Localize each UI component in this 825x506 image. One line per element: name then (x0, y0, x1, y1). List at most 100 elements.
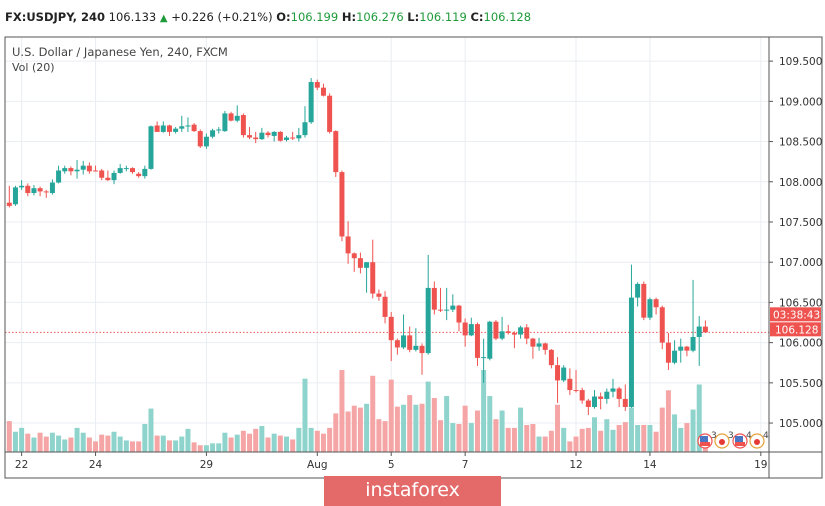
candle[interactable] (179, 115, 185, 132)
candle[interactable] (610, 378, 616, 398)
candle[interactable] (345, 221, 351, 264)
candle[interactable] (49, 179, 55, 195)
candle[interactable] (308, 78, 314, 124)
candle[interactable] (12, 185, 18, 206)
candle[interactable] (444, 287, 450, 321)
candle[interactable] (468, 317, 474, 337)
candle[interactable] (450, 294, 456, 313)
candle[interactable] (659, 305, 665, 350)
candle[interactable] (647, 297, 653, 321)
candle[interactable] (622, 384, 628, 411)
candle[interactable] (154, 121, 160, 132)
candle[interactable] (505, 324, 511, 335)
candle[interactable] (425, 254, 431, 355)
candle[interactable] (419, 343, 425, 375)
candle[interactable] (80, 160, 86, 175)
candle[interactable] (474, 322, 480, 366)
candle[interactable] (191, 123, 197, 132)
candle[interactable] (394, 338, 400, 355)
candle[interactable] (567, 368, 573, 395)
candle[interactable] (197, 129, 203, 148)
candle[interactable] (203, 133, 209, 149)
candle[interactable] (339, 170, 345, 242)
candle[interactable] (271, 131, 277, 142)
candle[interactable] (265, 131, 271, 138)
candle[interactable] (364, 262, 370, 293)
candle[interactable] (530, 337, 536, 359)
candle[interactable] (320, 83, 326, 97)
candle[interactable] (672, 340, 678, 365)
candle[interactable] (604, 388, 610, 404)
candle[interactable] (696, 316, 702, 366)
candle[interactable] (499, 316, 505, 341)
candle[interactable] (253, 131, 259, 144)
candle[interactable] (684, 345, 690, 357)
candle[interactable] (43, 189, 49, 198)
candle[interactable] (222, 110, 228, 132)
candle[interactable] (678, 338, 684, 363)
candle[interactable] (690, 279, 696, 353)
candle[interactable] (333, 130, 339, 177)
candle[interactable] (86, 162, 92, 174)
candle[interactable] (616, 386, 622, 407)
candle[interactable] (99, 168, 105, 181)
candle[interactable] (635, 282, 641, 307)
candle[interactable] (407, 326, 413, 353)
candle[interactable] (536, 337, 542, 351)
candle[interactable] (247, 127, 253, 140)
candle[interactable] (56, 165, 62, 184)
candle[interactable] (74, 160, 80, 179)
candle[interactable] (284, 135, 289, 142)
candle[interactable] (431, 281, 437, 315)
candle[interactable] (277, 131, 283, 142)
candle[interactable] (598, 392, 604, 410)
candle[interactable] (382, 291, 388, 324)
candle[interactable] (438, 287, 443, 313)
candle[interactable] (302, 106, 308, 138)
candle[interactable] (592, 390, 597, 409)
candle[interactable] (62, 165, 68, 174)
candle[interactable] (216, 127, 222, 134)
candle[interactable] (160, 121, 166, 133)
candle[interactable] (493, 320, 499, 341)
candle[interactable] (68, 166, 74, 176)
candle[interactable] (136, 172, 142, 178)
candle[interactable] (234, 105, 240, 123)
candle[interactable] (117, 164, 123, 174)
candle[interactable] (290, 131, 296, 140)
candle[interactable] (542, 342, 548, 355)
candle[interactable] (166, 124, 172, 136)
candle[interactable] (259, 127, 265, 140)
candle[interactable] (524, 324, 530, 345)
candle[interactable] (148, 125, 154, 170)
candle[interactable] (487, 320, 493, 361)
candle[interactable] (401, 314, 407, 350)
candle[interactable] (376, 289, 382, 301)
economic-event-marker[interactable]: 4 (732, 431, 752, 449)
candle[interactable] (111, 170, 117, 185)
candle[interactable] (561, 365, 567, 383)
candle[interactable] (573, 369, 579, 393)
candle[interactable] (351, 252, 357, 272)
candle[interactable] (585, 398, 591, 416)
candle[interactable] (357, 252, 363, 274)
economic-event-marker[interactable]: 3 (714, 431, 734, 449)
candle[interactable] (173, 127, 179, 134)
candle[interactable] (185, 117, 191, 132)
candle[interactable] (240, 113, 246, 138)
candle[interactable] (462, 318, 468, 347)
candle[interactable] (653, 297, 659, 315)
candle[interactable] (314, 79, 320, 91)
candle[interactable] (130, 167, 135, 174)
candle[interactable] (123, 165, 129, 172)
candle[interactable] (327, 93, 333, 134)
candle[interactable] (665, 332, 671, 370)
candle[interactable] (105, 170, 111, 181)
candle[interactable] (37, 186, 43, 197)
volume-indicator-label[interactable]: Vol (20) (12, 61, 55, 74)
candle[interactable] (702, 320, 708, 334)
candle[interactable] (579, 387, 585, 404)
candle[interactable] (93, 165, 99, 172)
candle[interactable] (413, 328, 419, 352)
